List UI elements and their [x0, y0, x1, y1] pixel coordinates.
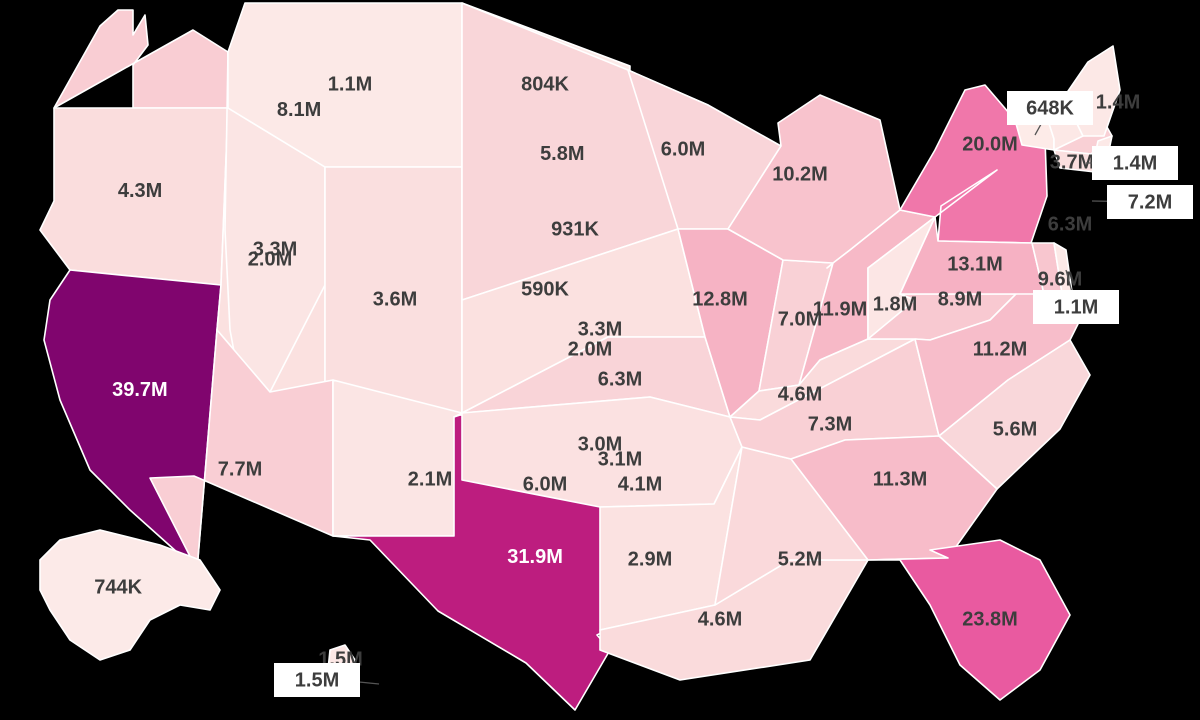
svg-text:20.0M: 20.0M — [962, 133, 1018, 155]
svg-text:590K: 590K — [521, 278, 569, 300]
svg-text:931K: 931K — [551, 218, 599, 240]
svg-text:1.1M: 1.1M — [1054, 296, 1098, 318]
svg-text:23.8M: 23.8M — [962, 608, 1018, 630]
svg-text:6.3M: 6.3M — [598, 368, 642, 390]
svg-text:12.8M: 12.8M — [692, 288, 748, 310]
svg-text:3.6M: 3.6M — [373, 288, 417, 310]
svg-text:7.2M: 7.2M — [1128, 191, 1172, 213]
svg-text:5.8M: 5.8M — [540, 143, 584, 165]
svg-text:10.2M: 10.2M — [772, 163, 828, 185]
svg-text:5.6M: 5.6M — [993, 418, 1037, 440]
svg-text:2.1M: 2.1M — [408, 468, 452, 490]
svg-text:804K: 804K — [521, 73, 569, 95]
svg-text:1.4M: 1.4M — [1096, 91, 1140, 113]
svg-text:8.9M: 8.9M — [938, 288, 982, 310]
svg-text:648K: 648K — [1026, 97, 1074, 119]
svg-text:9.6M: 9.6M — [1038, 268, 1082, 290]
svg-text:39.7M: 39.7M — [112, 379, 168, 401]
svg-text:6.0M: 6.0M — [661, 138, 705, 160]
svg-text:31.9M: 31.9M — [507, 546, 563, 568]
svg-text:6.3M: 6.3M — [1048, 213, 1092, 235]
svg-text:13.1M: 13.1M — [947, 253, 1003, 275]
svg-text:1.1M: 1.1M — [328, 73, 372, 95]
svg-text:1.4M: 1.4M — [1113, 152, 1157, 174]
svg-text:8.1M: 8.1M — [277, 99, 321, 121]
svg-text:11.3M: 11.3M — [873, 468, 927, 490]
svg-text:7.7M: 7.7M — [218, 458, 262, 480]
svg-text:3.1M: 3.1M — [598, 448, 642, 470]
svg-text:4.3M: 4.3M — [118, 180, 162, 202]
svg-text:1.5M: 1.5M — [295, 669, 339, 691]
svg-text:2.0M: 2.0M — [248, 248, 292, 270]
svg-text:4.1M: 4.1M — [618, 473, 662, 495]
svg-text:2.9M: 2.9M — [628, 548, 672, 570]
svg-text:3.7M: 3.7M — [1050, 151, 1094, 173]
svg-text:6.0M: 6.0M — [523, 473, 567, 495]
svg-text:744K: 744K — [94, 576, 142, 598]
svg-text:7.3M: 7.3M — [808, 413, 852, 435]
svg-text:1.8M: 1.8M — [873, 293, 917, 315]
svg-text:3.3M: 3.3M — [578, 318, 622, 340]
svg-text:11.9M: 11.9M — [813, 298, 867, 320]
svg-text:2.0M: 2.0M — [568, 338, 612, 360]
svg-text:4.6M: 4.6M — [778, 383, 822, 405]
svg-text:4.6M: 4.6M — [698, 608, 742, 630]
svg-text:11.2M: 11.2M — [973, 338, 1027, 360]
svg-text:5.2M: 5.2M — [778, 548, 822, 570]
